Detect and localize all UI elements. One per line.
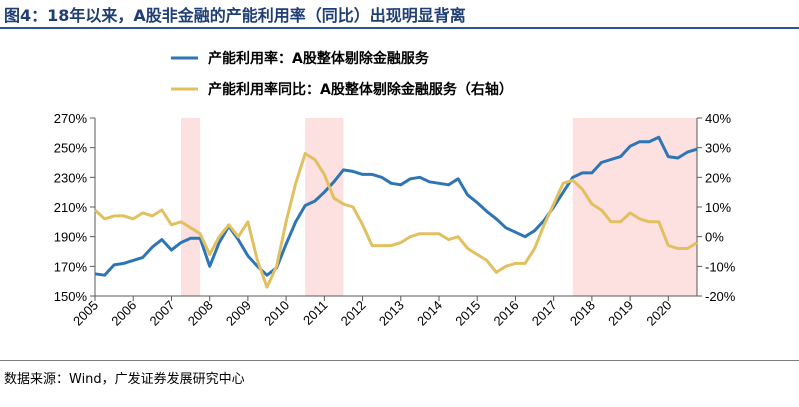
left-tick-label: 190% xyxy=(54,230,88,245)
right-axis: -20% -10% 0% 10% 20% 30% 40% xyxy=(696,111,736,304)
x-tick-label: 2011 xyxy=(300,298,330,328)
figure-title: 图4：18年以来，A股非金融的产能利用率（同比）出现明显背离 xyxy=(4,6,466,25)
x-tick-label: 2019 xyxy=(605,298,636,329)
left-tick-label: 230% xyxy=(54,170,88,185)
left-tick-label: 170% xyxy=(54,259,88,274)
x-tick-label: 2020 xyxy=(643,298,674,329)
x-tick-label: 2006 xyxy=(108,298,139,329)
right-tick-label: 10% xyxy=(705,200,731,215)
x-tick-label: 2009 xyxy=(223,298,254,329)
left-axis: 150% 170% 190% 210% 230% 250% 270% xyxy=(54,111,96,304)
x-tick-label: 2017 xyxy=(529,298,560,329)
chart: 150% 170% 190% 210% 230% 250% 270% -20% -10% 0% 1… xyxy=(54,50,736,329)
x-tick-label: 2012 xyxy=(338,298,369,329)
left-tick-label: 270% xyxy=(54,111,88,126)
series-line-right xyxy=(93,152,698,289)
x-tick-label: 2010 xyxy=(261,298,292,329)
series-lines xyxy=(93,135,698,289)
source-divider xyxy=(0,360,799,361)
x-tick-label: 2016 xyxy=(491,298,522,329)
shade-period-1 xyxy=(181,118,201,296)
shade-period-3 xyxy=(572,118,697,296)
x-tick-label: 2007 xyxy=(147,298,178,329)
x-tick-label: 2015 xyxy=(452,298,483,329)
x-tick-label: 2014 xyxy=(414,298,445,329)
title-underline xyxy=(0,27,799,29)
x-axis: 2005 2006 2007 2008 2009 2010 2011 2012 2013 2014… xyxy=(70,295,697,329)
source-note: 数据来源：Wind，广发证券发展研究中心 xyxy=(4,372,245,387)
right-tick-label: 20% xyxy=(705,170,731,185)
x-tick-label: 2008 xyxy=(185,298,216,329)
right-tick-label: 30% xyxy=(705,141,731,156)
right-tick-label: 0% xyxy=(705,230,724,245)
x-tick-label: 2018 xyxy=(567,298,598,329)
legend: 产能利用率：A股整体剔除金融服务 产能利用率同比：A股整体剔除金融服务（右轴） xyxy=(171,50,513,98)
legend-label-left: 产能利用率：A股整体剔除金融服务 xyxy=(208,50,430,67)
left-tick-label: 250% xyxy=(54,141,88,156)
right-tick-label: 40% xyxy=(705,111,731,126)
right-tick-label: -10% xyxy=(705,259,736,274)
shade-period-2 xyxy=(305,118,344,296)
x-tick-label: 2013 xyxy=(376,298,407,329)
right-tick-label: -20% xyxy=(705,289,736,304)
legend-label-right: 产能利用率同比：A股整体剔除金融服务（右轴） xyxy=(208,81,513,98)
left-tick-label: 210% xyxy=(54,200,88,215)
shaded-periods xyxy=(181,118,697,296)
series-line-left xyxy=(94,135,698,277)
left-tick-label: 150% xyxy=(54,289,88,304)
